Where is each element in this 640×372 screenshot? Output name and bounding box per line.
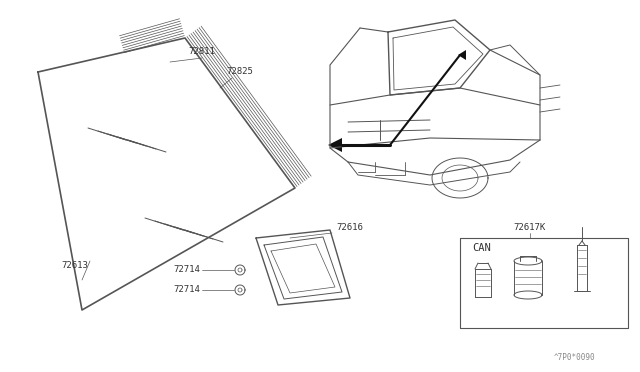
Text: 72613: 72613 — [61, 260, 88, 269]
Text: 72714: 72714 — [173, 285, 200, 295]
Text: CAN: CAN — [472, 243, 491, 253]
Polygon shape — [328, 138, 342, 152]
Text: 72714: 72714 — [173, 266, 200, 275]
Text: 72616: 72616 — [337, 224, 364, 232]
Text: 72617K: 72617K — [514, 224, 546, 232]
Text: 72825: 72825 — [227, 67, 253, 77]
Polygon shape — [458, 50, 466, 60]
Text: 72811: 72811 — [189, 48, 216, 57]
Text: ^7P0*0090: ^7P0*0090 — [554, 353, 596, 362]
